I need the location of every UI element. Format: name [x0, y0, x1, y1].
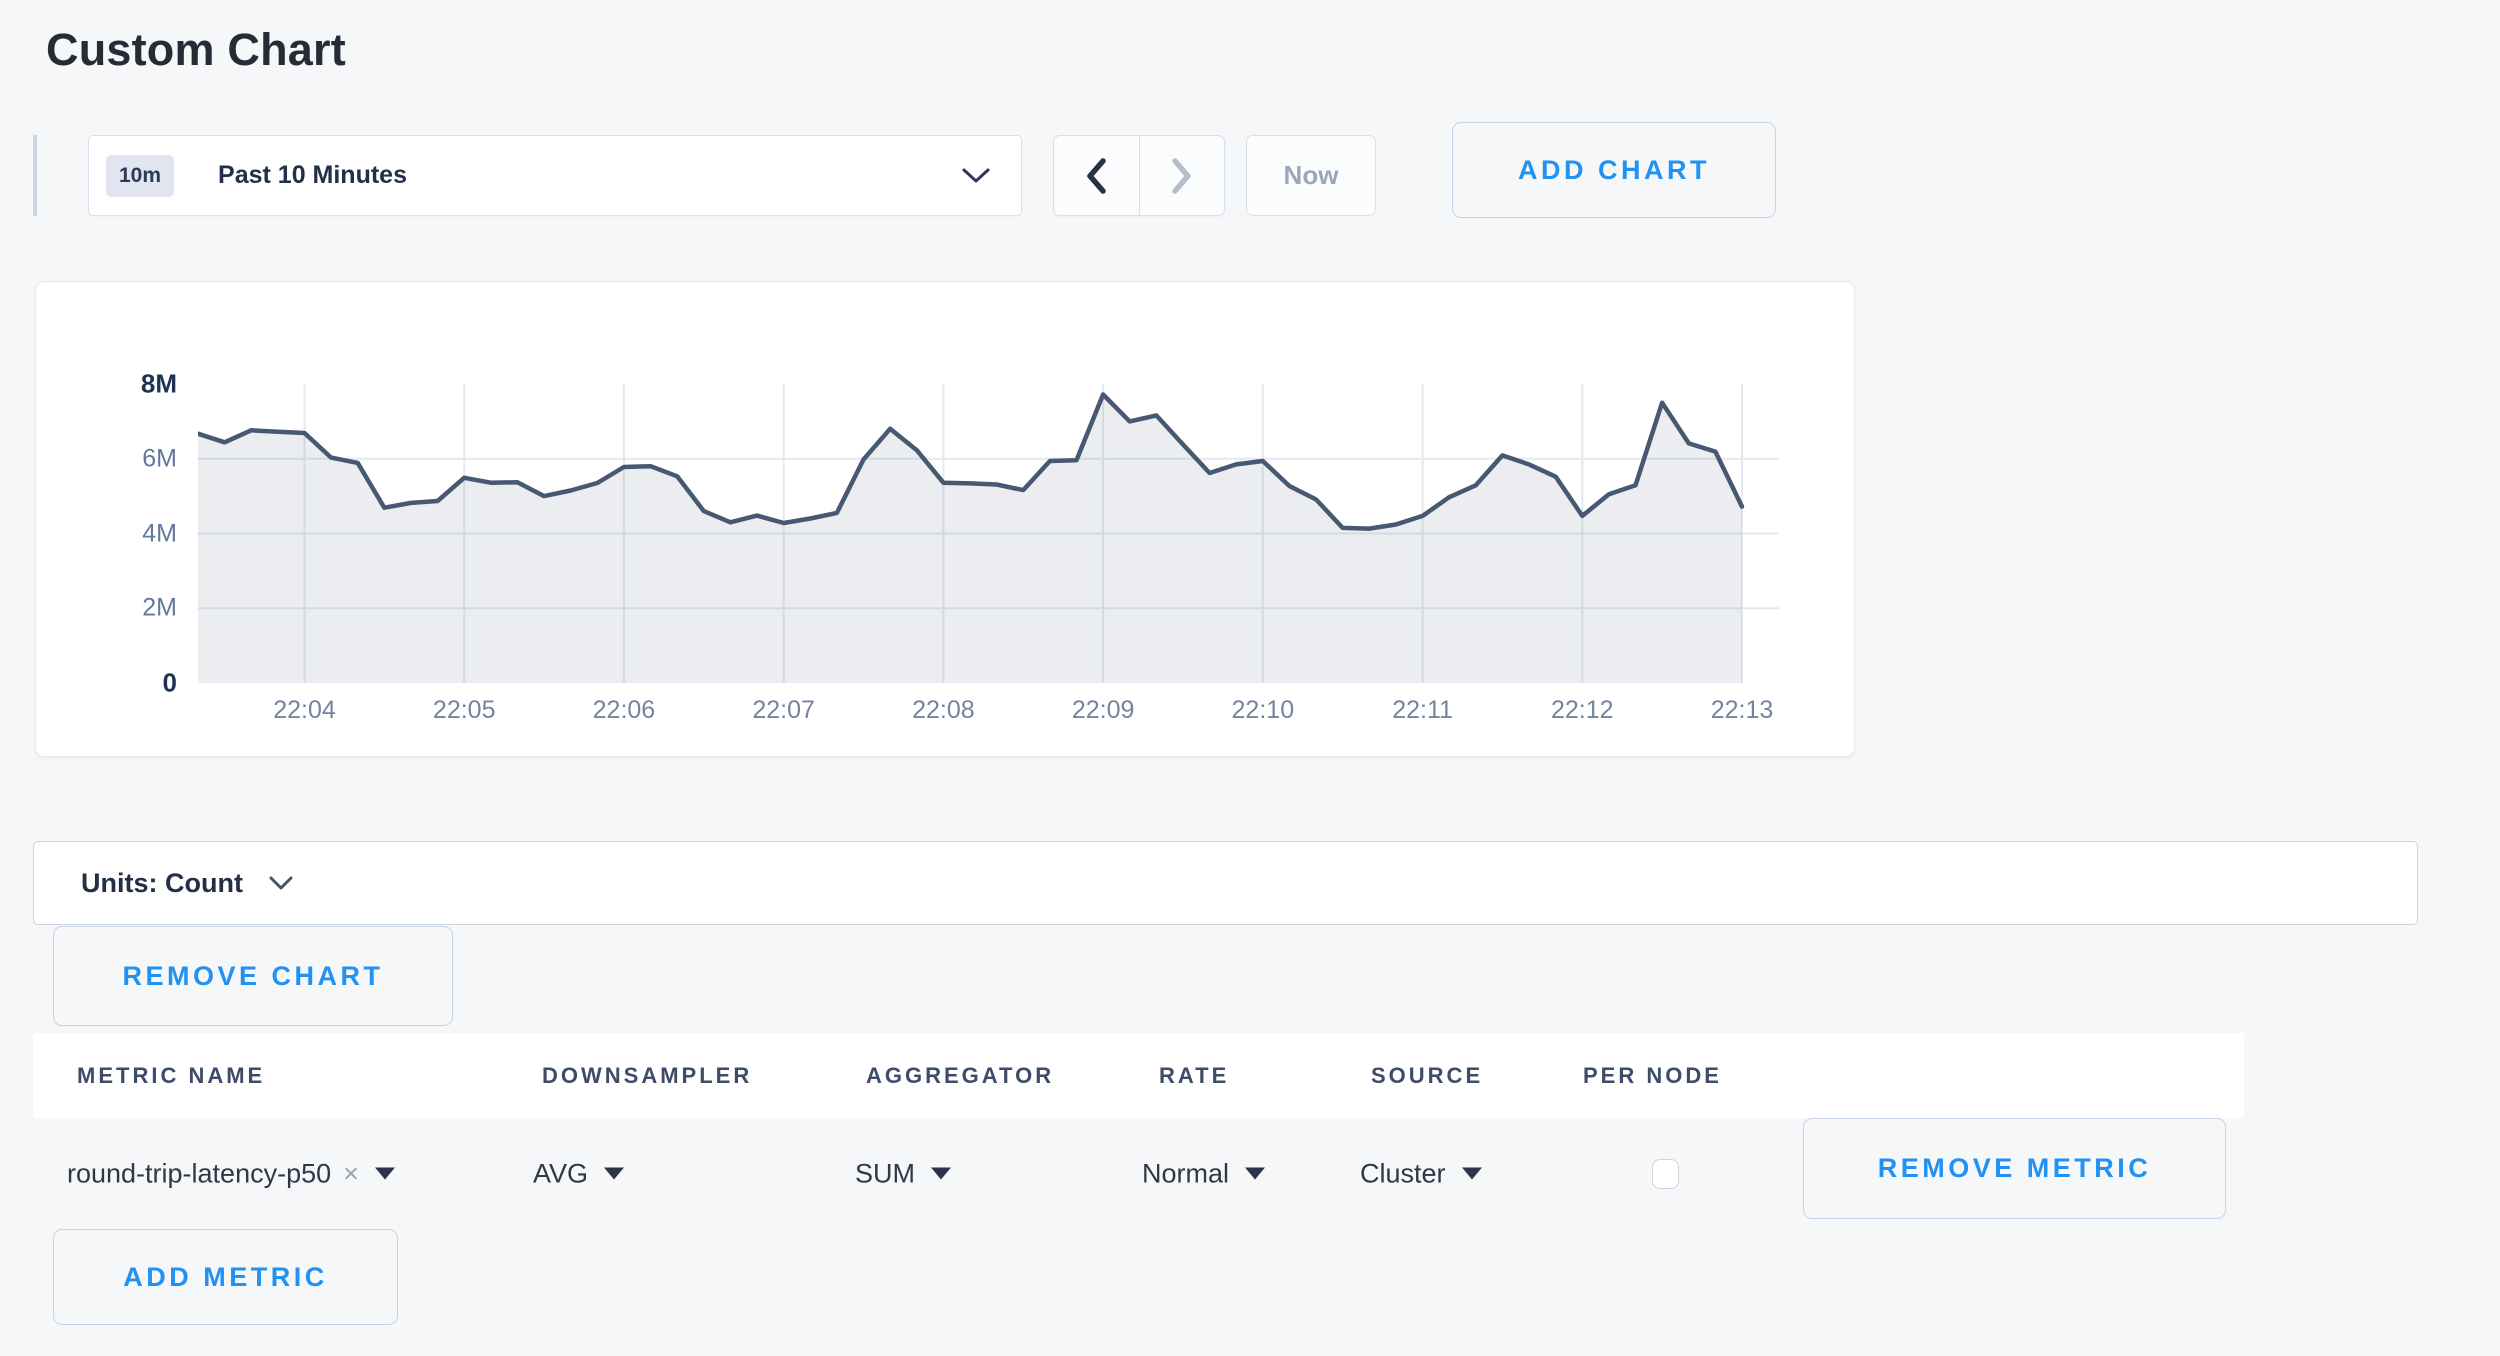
- chart-card: 0 2M 4M 6M 8M 22:04 22:05 22:06 22:07 22:08 22:09…: [35, 281, 1855, 757]
- caret-down-icon: [931, 1167, 951, 1180]
- remove-chart-button[interactable]: REMOVE CHART: [53, 926, 453, 1026]
- caret-down-icon: [604, 1167, 625, 1180]
- remove-metric-button[interactable]: REMOVE METRIC: [1803, 1118, 2226, 1219]
- add-metric-button[interactable]: ADD METRIC: [53, 1229, 398, 1325]
- page-title: Custom Chart: [46, 24, 346, 75]
- col-header-metric-name: METRIC NAME: [77, 1062, 266, 1088]
- time-range-select[interactable]: 10m Past 10 Minutes: [88, 135, 1022, 216]
- col-header-per-node: PER NODE: [1583, 1062, 1722, 1088]
- x-axis-tick-label: 22:06: [592, 696, 656, 724]
- clear-metric-icon[interactable]: ×: [343, 1158, 359, 1188]
- x-axis-tick-label: 22:13: [1710, 696, 1774, 724]
- x-axis-tick-label: 22:10: [1231, 696, 1295, 724]
- source-value: Cluster: [1360, 1158, 1446, 1188]
- metric-row: round-trip-latency-p50 × AVG SUM Normal …: [33, 1118, 2244, 1229]
- timeseries-area-chart[interactable]: [198, 384, 1779, 683]
- time-range-badge: 10m: [106, 154, 175, 197]
- time-range-label: Past 10 Minutes: [218, 161, 407, 189]
- y-axis-tick-label: 4M: [142, 519, 177, 547]
- x-axis-tick-label: 22:11: [1392, 696, 1453, 724]
- toolbar-divider: [33, 135, 37, 216]
- aggregator-select[interactable]: SUM: [855, 1158, 951, 1189]
- x-axis-tick-label: 22:04: [273, 696, 336, 724]
- time-nav-group: [1053, 135, 1225, 216]
- chevron-down-icon: [269, 876, 293, 891]
- y-axis-tick-label: 6M: [142, 444, 177, 473]
- x-axis-tick-label: 22:07: [752, 696, 815, 724]
- x-axis-tick-label: 22:05: [432, 696, 496, 724]
- downsampler-value: AVG: [533, 1158, 589, 1188]
- metric-name-select[interactable]: round-trip-latency-p50 ×: [67, 1158, 395, 1189]
- caret-down-icon: [1245, 1167, 1266, 1180]
- next-time-button[interactable]: [1138, 136, 1225, 215]
- prev-time-button[interactable]: [1054, 136, 1139, 215]
- rate-select[interactable]: Normal: [1142, 1158, 1266, 1189]
- x-axis-tick-label: 22:09: [1071, 696, 1135, 724]
- units-label: Units: Count: [81, 867, 243, 898]
- chevron-right-icon: [1170, 157, 1194, 195]
- per-node-checkbox[interactable]: [1652, 1158, 1679, 1189]
- aggregator-value: SUM: [855, 1158, 915, 1188]
- y-axis-tick-label: 0: [162, 667, 177, 698]
- source-select[interactable]: Cluster: [1360, 1158, 1482, 1189]
- metric-name-value: round-trip-latency-p50: [67, 1158, 332, 1188]
- caret-down-icon: [374, 1167, 395, 1180]
- add-chart-button[interactable]: ADD CHART: [1452, 122, 1776, 218]
- rate-value: Normal: [1142, 1158, 1230, 1188]
- col-header-downsampler: DOWNSAMPLER: [542, 1062, 753, 1088]
- caret-down-icon: [1461, 1167, 1482, 1180]
- x-axis-tick-label: 22:12: [1550, 696, 1614, 724]
- col-header-rate: RATE: [1159, 1062, 1230, 1088]
- col-header-aggregator: AGGREGATOR: [866, 1062, 1055, 1088]
- downsampler-select[interactable]: AVG: [533, 1158, 625, 1189]
- units-select[interactable]: Units: Count: [33, 841, 2418, 925]
- y-axis-tick-label: 2M: [142, 593, 177, 622]
- chevron-down-icon: [961, 167, 991, 185]
- now-button[interactable]: Now: [1246, 135, 1376, 216]
- chevron-left-icon: [1084, 157, 1108, 195]
- metrics-table-header: METRIC NAME DOWNSAMPLER AGGREGATOR RATE …: [33, 1033, 2244, 1118]
- col-header-source: SOURCE: [1371, 1062, 1484, 1088]
- x-axis-tick-label: 22:08: [912, 696, 975, 724]
- y-axis-tick-label: 8M: [140, 368, 177, 399]
